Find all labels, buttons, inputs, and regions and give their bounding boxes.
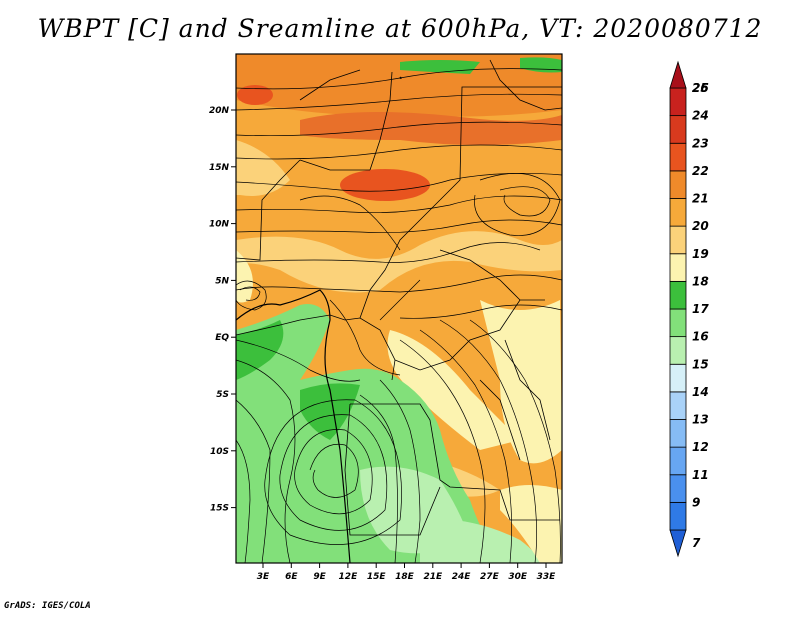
lat-label: 5N — [215, 276, 229, 286]
lat-label: 10S — [210, 447, 229, 457]
lon-label: 21E — [423, 572, 443, 582]
lon-label: 27E — [480, 572, 500, 582]
colorbar-swatch — [669, 198, 687, 227]
colorbar-label: 16 — [692, 330, 709, 344]
colorbar-label: 19 — [692, 247, 709, 261]
colorbar-swatch — [669, 253, 687, 282]
latitude-axis: 20N 15N 10N 5N EQ 5S 10S 15S — [209, 106, 236, 514]
colorbar-label: 25 — [692, 81, 709, 95]
colorbar-swatch — [669, 419, 687, 448]
streamlines — [236, 68, 562, 563]
wbpt-cool-core-2 — [300, 383, 360, 440]
coastline — [236, 289, 351, 563]
colorbar-label: 14 — [692, 385, 709, 399]
colorbar-swatch — [669, 87, 687, 117]
colorbar-label: 15 — [692, 357, 709, 371]
colorbar-swatch — [669, 308, 687, 338]
lat-label: 15N — [209, 163, 230, 173]
colorbar-label: 12 — [692, 440, 709, 454]
colorbar-swatch — [669, 142, 687, 172]
colorbar-label: 21 — [692, 192, 709, 206]
lon-label: 18E — [395, 572, 415, 582]
colorbar-swatch — [669, 170, 687, 199]
wbpt-belt-highlands — [480, 300, 562, 464]
lat-label: 20N — [209, 106, 230, 116]
colorbar-label: 20 — [692, 219, 709, 233]
colorbar-label: 7 — [692, 536, 701, 550]
colorbar-swatch — [669, 446, 687, 476]
colorbar-swatch — [669, 336, 687, 365]
wbpt-belt-west — [236, 140, 290, 196]
colorbar-swatch — [669, 391, 687, 420]
colorbar-label: 18 — [692, 274, 709, 288]
colorbar-label: 26 — [692, 81, 709, 95]
colorbar-label: 23 — [692, 136, 709, 150]
grads-credit: GrADS: IGES/COLA — [4, 601, 91, 611]
longitude-axis: 3E 6E 9E 12E 15E 18E 21E 24E 27E 30E 33E — [257, 563, 556, 582]
wbpt-belt-central — [236, 231, 562, 293]
wbpt-hot-spot-west — [237, 85, 273, 105]
wbpt-warm-north — [236, 54, 562, 117]
wbpt-warm-southeast — [500, 485, 562, 563]
country-boundaries — [236, 59, 562, 536]
colorbar-swatch — [669, 474, 687, 503]
map-field — [236, 54, 562, 563]
wbpt-warm-band — [300, 111, 562, 145]
lat-label: 15S — [210, 504, 229, 514]
colorbar-swatch — [669, 60, 687, 89]
map-frame — [235, 53, 563, 564]
lon-label: 30E — [508, 572, 528, 582]
colorbar-label: 11 — [692, 468, 709, 482]
lon-label: 6E — [285, 572, 298, 582]
wbpt-belt-east — [387, 330, 520, 450]
colorbar-swatch — [669, 280, 687, 310]
lon-label: 3E — [257, 572, 270, 582]
lat-label: 5S — [216, 390, 229, 400]
colorbar-swatch — [669, 115, 687, 144]
wbpt-cool-light-2 — [420, 519, 540, 563]
lon-label: 24E — [452, 572, 472, 582]
colorbar-swatch — [669, 501, 687, 531]
colorbar-swatch — [669, 363, 687, 393]
lon-label: 33E — [537, 572, 557, 582]
colorbar-swatch — [669, 225, 687, 255]
lon-label: 9E — [313, 572, 326, 582]
wbpt-cool-core-1 — [236, 320, 284, 380]
colorbar-label: 17 — [692, 302, 709, 316]
chart-title: WBPT [C] and Sreamline at 600hPa, VT: 20… — [37, 14, 763, 43]
lat-label: EQ — [215, 333, 229, 343]
wbpt-hot-spot — [340, 169, 430, 201]
colorbar-label: 24 — [692, 109, 709, 123]
colorbar-label: 13 — [692, 413, 709, 427]
lon-label: 15E — [367, 572, 387, 582]
lon-label: 12E — [339, 572, 359, 582]
colorbar-label: 9 — [692, 495, 700, 509]
colorbar-label: 22 — [692, 164, 709, 178]
lat-label: 10N — [209, 220, 230, 230]
colorbar-swatch — [669, 529, 687, 558]
